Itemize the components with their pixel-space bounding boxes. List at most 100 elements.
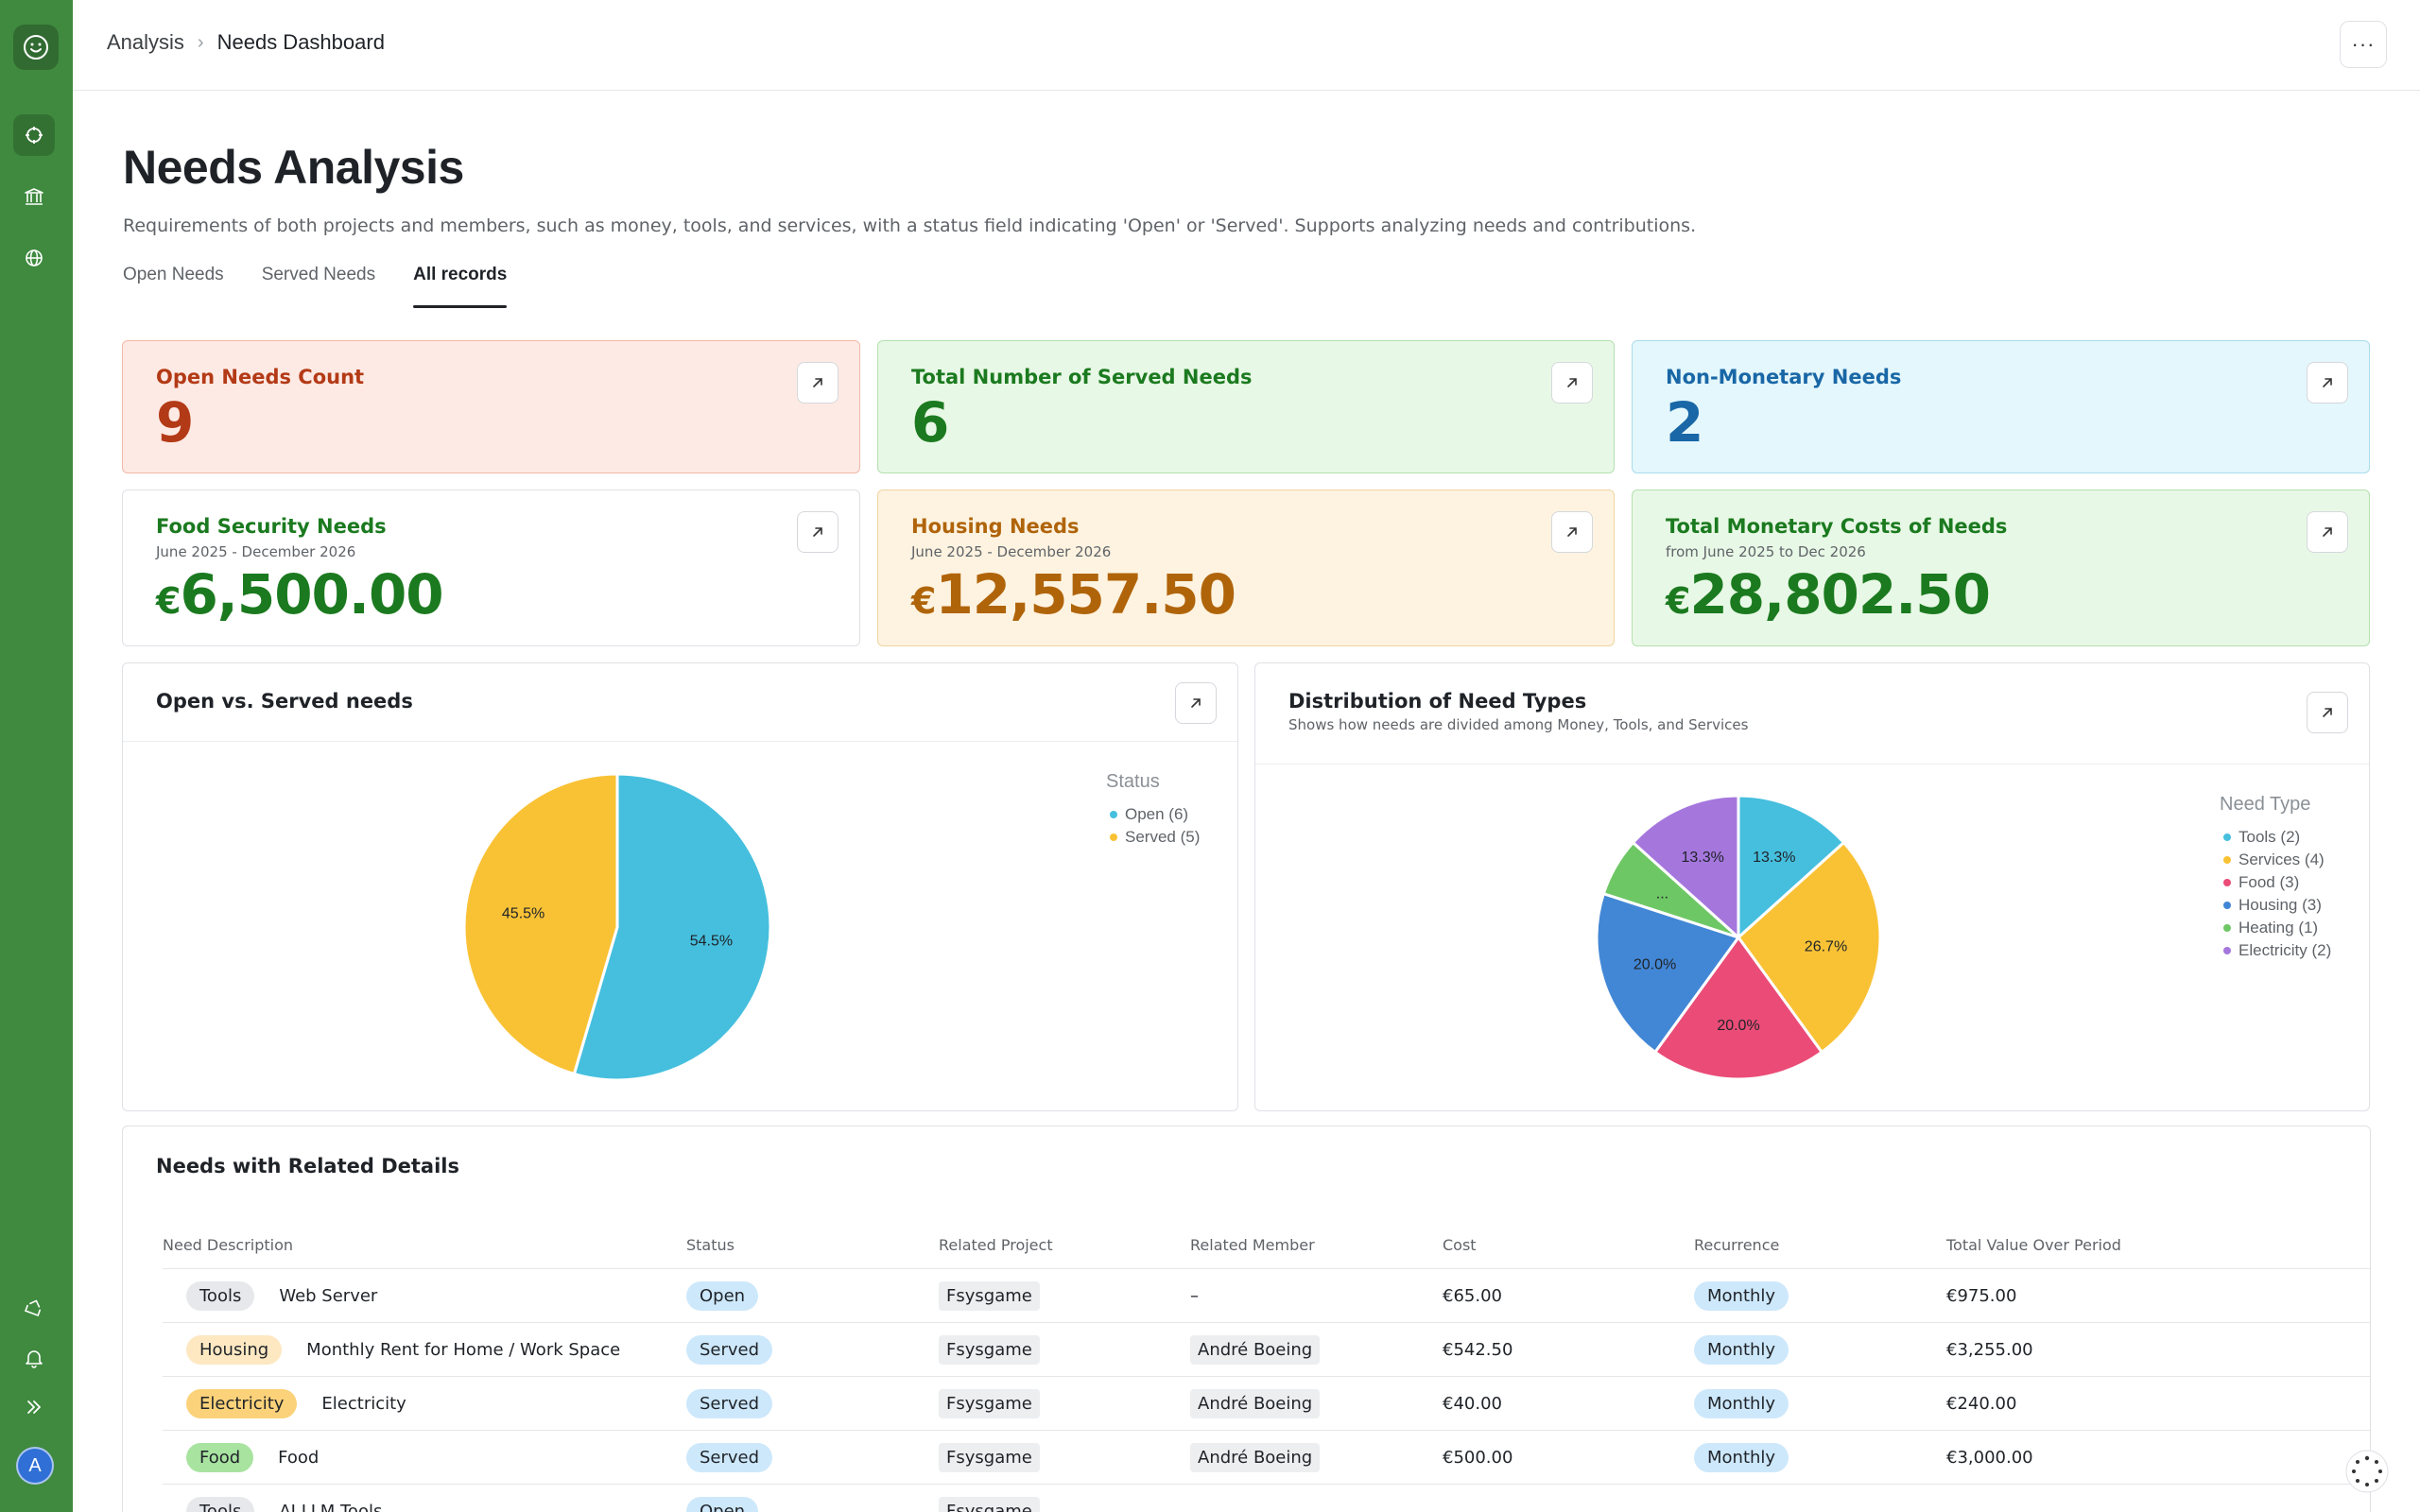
legend-label: Electricity (2): [2238, 941, 2332, 959]
pie-slice-label: 26.7%: [1805, 939, 1847, 955]
need-description: Monthly Rent for Home / Work Space: [306, 1340, 621, 1360]
pie-slice[interactable]: [572, 772, 772, 1082]
open-card-arrow-icon[interactable]: [2307, 362, 2348, 404]
need-description-cell: Food Food: [186, 1431, 319, 1485]
amount: 28,802.50: [1689, 562, 1991, 627]
breadcrumb-parent[interactable]: Analysis: [107, 30, 184, 54]
pie-slice[interactable]: [1631, 794, 1740, 941]
table-row[interactable]: Housing Monthly Rent for Home / Work Spac…: [163, 1322, 2370, 1376]
open-card-arrow-icon[interactable]: [1551, 362, 1593, 404]
need-description-cell: Tools AI LLM Tools: [186, 1485, 382, 1512]
legend-label: Served (5): [1125, 828, 1201, 846]
column-header[interactable]: Recurrence: [1694, 1236, 1780, 1254]
member-tag: André Boeing: [1190, 1443, 1321, 1472]
pie-slice-label: 45.5%: [502, 906, 544, 922]
need-type-chip: Electricity: [186, 1389, 298, 1418]
needs-table-panel: Needs with Related Details Need Descript…: [122, 1125, 2371, 1512]
cost-value: €40.00: [1443, 1394, 1502, 1414]
chevron-right-icon: ›: [197, 31, 204, 53]
pie-slice[interactable]: [1595, 891, 1741, 1055]
column-header[interactable]: Cost: [1443, 1236, 1477, 1254]
globe-nav-icon[interactable]: [13, 237, 55, 279]
share-nav-icon[interactable]: [13, 1286, 55, 1328]
legend-dot-icon: [2223, 902, 2231, 909]
legend-item[interactable]: Served (5): [1110, 828, 1200, 847]
card-value: €6,500.00: [156, 562, 444, 627]
pie-slice-label: ...: [1656, 886, 1668, 902]
legend-item[interactable]: Electricity (2): [2223, 941, 2331, 960]
legend-label: Open (6): [1125, 805, 1189, 823]
pie-slice-label: 20.0%: [1717, 1018, 1759, 1034]
user-avatar[interactable]: A: [16, 1447, 54, 1485]
card-value: €12,557.50: [911, 562, 1236, 627]
open-card-arrow-icon[interactable]: [1551, 511, 1593, 553]
project-tag: Fsysgame: [939, 1497, 1040, 1512]
pie-slice[interactable]: [1736, 840, 1882, 1055]
column-header[interactable]: Total Value Over Period: [1946, 1236, 2121, 1254]
status-chip: Served: [686, 1443, 773, 1472]
recurrence-cell: Monthly: [1694, 1377, 1789, 1431]
table-row[interactable]: Tools AI LLM Tools Open Fsysgame: [163, 1484, 2370, 1512]
status-pie-chart: 54.5% 45.5%: [462, 772, 772, 1082]
divider: [1255, 764, 2369, 765]
library-nav-icon[interactable]: [13, 176, 55, 217]
tab-open-needs[interactable]: Open Needs: [123, 265, 224, 284]
member-cell: André Boeing: [1190, 1431, 1321, 1485]
dashboard-nav-icon[interactable]: [13, 114, 55, 156]
legend-item[interactable]: Housing (3): [2223, 896, 2322, 915]
open-card-arrow-icon[interactable]: [2307, 511, 2348, 553]
project-cell: Fsysgame: [939, 1431, 1040, 1485]
currency-symbol: €: [911, 580, 936, 622]
legend-dot-icon: [1110, 833, 1117, 841]
column-header[interactable]: Need Description: [163, 1236, 294, 1254]
legend-label: Heating (1): [2238, 919, 2319, 936]
notifications-icon[interactable]: [13, 1337, 55, 1379]
app-logo-icon[interactable]: [13, 25, 59, 70]
table-row[interactable]: Electricity Electricity Served Fsysgame Andr…: [163, 1376, 2370, 1430]
column-header[interactable]: Related Member: [1190, 1236, 1315, 1254]
open-chart-arrow-icon[interactable]: [2307, 692, 2348, 733]
recurrence-cell: Monthly: [1694, 1269, 1789, 1323]
more-options-button[interactable]: ···: [2340, 21, 2387, 68]
open-card-arrow-icon[interactable]: [797, 511, 838, 553]
open-needs-count-card: Open Needs Count 9: [122, 340, 860, 473]
legend-item[interactable]: Services (4): [2223, 850, 2325, 869]
pie-slice[interactable]: [1652, 935, 1824, 1081]
pie-slice[interactable]: [462, 772, 619, 1076]
expand-sidebar-icon[interactable]: [13, 1386, 55, 1428]
legend-item[interactable]: Open (6): [1110, 805, 1188, 824]
total-value: €3,255.00: [1946, 1340, 2033, 1360]
total-cell: €975.00: [1946, 1269, 2016, 1323]
pie-slice[interactable]: [1737, 794, 1846, 941]
status-cell: Open: [686, 1485, 759, 1512]
legend-dot-icon: [2223, 924, 2231, 932]
project-cell: Fsysgame: [939, 1323, 1040, 1377]
legend-item[interactable]: Heating (1): [2223, 919, 2318, 937]
table-row[interactable]: Tools Web Server Open Fsysgame – €65.00 Monthl…: [163, 1268, 2370, 1322]
project-tag: Fsysgame: [939, 1335, 1040, 1365]
need-type-pie-chart: 13.3% 26.7% 20.0% 20.0%... 13.3%: [1595, 794, 1882, 1081]
tab-served-needs[interactable]: Served Needs: [261, 265, 376, 284]
open-card-arrow-icon[interactable]: [797, 362, 838, 404]
tab-all-records[interactable]: All records: [413, 265, 508, 308]
need-description: AI LLM Tools: [279, 1502, 383, 1512]
card-value: 6: [911, 390, 949, 455]
need-description-cell: Electricity Electricity: [186, 1377, 406, 1431]
page-description: Requirements of both projects and member…: [123, 215, 1697, 236]
tab-bar: Open Needs Served Needs All records: [123, 265, 508, 308]
legend-item[interactable]: Tools (2): [2223, 828, 2300, 847]
column-header[interactable]: Status: [686, 1236, 735, 1254]
cost-cell: €40.00: [1443, 1377, 1502, 1431]
legend-item[interactable]: Food (3): [2223, 873, 2299, 892]
column-header[interactable]: Related Project: [939, 1236, 1053, 1254]
member-cell: –: [1190, 1269, 1199, 1323]
need-description: Food: [278, 1448, 320, 1468]
chart-title: Distribution of Need Types: [1288, 690, 1587, 713]
card-label: Non-Monetary Needs: [1666, 366, 1902, 388]
card-value: 9: [156, 390, 194, 455]
need-type-chip: Tools: [186, 1281, 255, 1311]
table-row[interactable]: Food Food Served Fsysgame André Boeing €500.0…: [163, 1430, 2370, 1484]
chart-title: Open vs. Served needs: [156, 690, 413, 713]
open-chart-arrow-icon[interactable]: [1175, 682, 1217, 724]
top-bar: Analysis › Needs Dashboard ···: [73, 0, 2420, 91]
